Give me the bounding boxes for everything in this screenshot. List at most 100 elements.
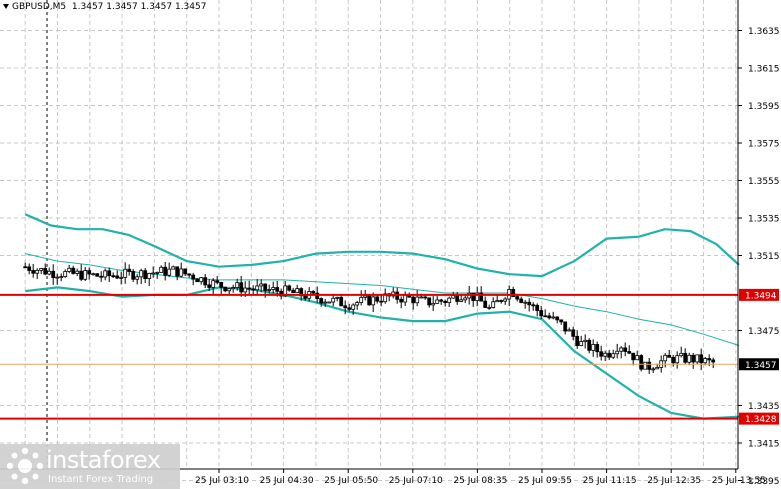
candle-body [431, 302, 436, 306]
candle-body [339, 296, 344, 307]
candle-body [611, 353, 616, 358]
candle-body [327, 301, 332, 304]
level-label: 1.3428 [745, 415, 777, 425]
candle-body [95, 273, 100, 277]
candle-body [271, 287, 276, 290]
candle-body [447, 297, 452, 304]
candle-body [511, 289, 516, 297]
candle-body [127, 268, 132, 272]
candle-body [251, 288, 256, 291]
candle-body [475, 292, 480, 301]
candle-body [567, 329, 572, 332]
candle-body [603, 352, 608, 357]
candle-body [59, 276, 64, 279]
candle-body [687, 354, 692, 363]
candle-body [607, 352, 612, 358]
level-label: 1.3494 [745, 291, 777, 301]
candle-body [139, 270, 144, 278]
candle-body [51, 270, 56, 278]
candle-body [563, 321, 568, 332]
candle-body [435, 299, 440, 304]
x-tick-label: 25 Jul 03:10 [195, 476, 249, 486]
x-tick-label: 25 Jul 05:50 [324, 476, 378, 486]
candle-body [443, 300, 448, 304]
candle-body [79, 270, 84, 280]
candle-body [635, 355, 640, 361]
candle-body [167, 268, 172, 276]
candle-body [75, 270, 80, 274]
candle-body [215, 280, 220, 283]
candle-body [535, 304, 540, 311]
candle-body [571, 329, 576, 337]
candle-body [523, 301, 528, 304]
candle-body [151, 272, 156, 275]
candle-body [539, 310, 544, 317]
candle-body [675, 355, 680, 364]
candle-body [639, 355, 644, 370]
candle-body [367, 295, 372, 306]
candle-body [615, 350, 620, 355]
candle-body [411, 296, 416, 304]
band-line-3 [25, 253, 740, 346]
candle-body [311, 291, 316, 294]
candle-body [683, 352, 688, 363]
candle-body [115, 275, 120, 279]
candle-body [131, 271, 136, 280]
x-tick-label: 25 Jul 13:55 [712, 476, 766, 486]
brand-name: instaforex [46, 446, 161, 474]
candle-body [483, 300, 488, 308]
candle-body [163, 266, 168, 276]
candle-body [655, 367, 660, 370]
y-tick-label: 1.3475 [748, 327, 780, 337]
candle-body [559, 319, 564, 323]
candle-body [239, 282, 244, 293]
candle-body [515, 296, 520, 300]
candle-body [623, 347, 628, 352]
candle-body [423, 296, 428, 299]
candle-body [243, 287, 248, 293]
dropdown-icon[interactable] [3, 4, 9, 9]
candle-body [479, 292, 484, 302]
candle-body [103, 270, 108, 278]
candle-body [119, 276, 124, 279]
candle-body [55, 276, 60, 279]
candle-body [71, 267, 76, 274]
candle-body [583, 339, 588, 342]
candle-body [227, 288, 232, 292]
candle-body [375, 296, 380, 302]
x-tick-label: 25 Jul 08:35 [453, 476, 507, 486]
candle-body [531, 304, 536, 307]
candle-body [543, 315, 548, 318]
candle-body [195, 278, 200, 283]
candle-body [47, 270, 52, 275]
candle-body [551, 316, 556, 319]
candle-body [231, 287, 236, 290]
y-tick-label: 1.3575 [748, 140, 780, 150]
price-axis: 1.3635 1.3615 1.3595 1.3575 1.3555 1.3535 1.35… [737, 0, 780, 487]
y-tick-label: 1.3535 [748, 215, 780, 225]
candle-body [487, 307, 492, 309]
candle-body [39, 268, 44, 271]
candle-body [287, 285, 292, 291]
candle-body [703, 358, 708, 364]
candle-body [671, 356, 676, 364]
candle-body [255, 285, 260, 291]
candle-body [171, 266, 176, 270]
candle-body [275, 287, 280, 292]
candle-body [471, 292, 476, 301]
candle-body [87, 270, 92, 275]
y-tick-label: 1.3615 [748, 65, 780, 75]
y-tick-label: 1.3595 [748, 102, 780, 112]
candle-body [123, 268, 128, 278]
x-tick-label: 25 Jul 09:55 [518, 476, 572, 486]
y-tick-label: 1.3415 [748, 440, 780, 450]
candle-body [699, 354, 704, 364]
candle-body [403, 294, 408, 303]
candle-body [111, 275, 116, 278]
candle-body [363, 295, 368, 298]
indicator-lines [24, 213, 740, 420]
candle-body [335, 296, 340, 299]
x-tick-label: 25 Jul 12:35 [647, 476, 701, 486]
candle-body [183, 268, 188, 275]
ohlc-values: 1.3457 1.3457 1.3457 1.3457 [71, 2, 207, 12]
